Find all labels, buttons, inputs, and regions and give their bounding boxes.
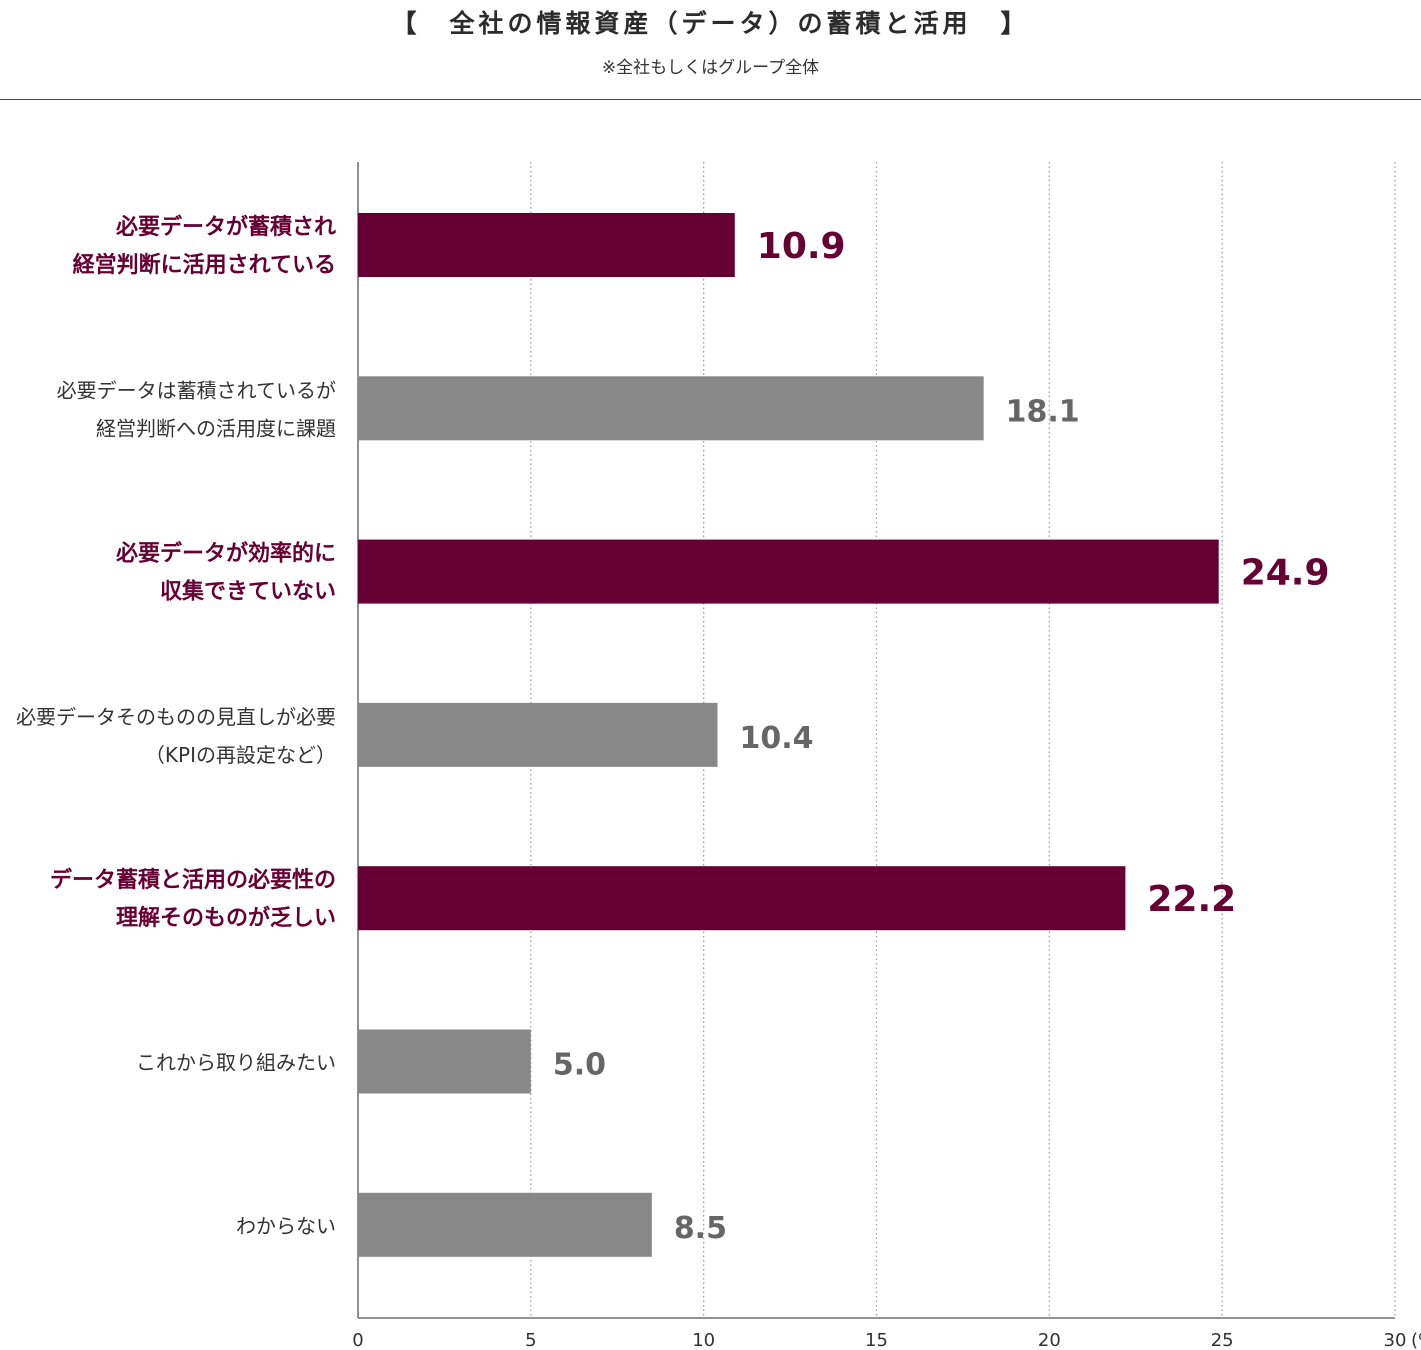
value-label-5: 22.2	[1147, 879, 1236, 920]
bar-4	[358, 702, 718, 767]
category-label-5-line-1: データ蓄積と活用の必要性の	[50, 867, 336, 893]
category-label-2-line-1: 必要データは蓄積されているが	[57, 378, 336, 402]
x-axis-unit: (%)	[1411, 1330, 1421, 1350]
x-tick-label-5: 5	[525, 1330, 536, 1350]
category-label-4-line-1: 必要データそのものの見直しが必要	[16, 705, 336, 729]
category-label-3-line-2: 収集できていない	[160, 579, 336, 605]
title-block: 【 全社の情報資産（データ）の蓄積と活用 】 ※全社もしくはグループ全体	[0, 0, 1421, 78]
bar-3	[358, 539, 1219, 604]
value-label-2: 18.1	[1006, 394, 1080, 429]
category-label-6-line-1: これから取り組みたい	[136, 1051, 336, 1075]
category-label-4-line-2: （KPIの再設定など）	[145, 743, 336, 767]
category-label-2-line-2: 経営判断への活用度に課題	[96, 416, 336, 440]
value-label-6: 5.0	[553, 1048, 606, 1083]
category-label-3-line-1: 必要データが効率的に	[116, 541, 336, 567]
bar-5	[358, 866, 1126, 931]
chart-subtitle: ※全社もしくはグループ全体	[601, 58, 820, 78]
value-label-7: 8.5	[674, 1211, 727, 1246]
bar-6	[358, 1029, 531, 1094]
value-label-4: 10.4	[739, 721, 813, 756]
value-label-3: 24.9	[1241, 553, 1330, 594]
x-tick-label-15: 15	[865, 1330, 888, 1350]
header-divider	[0, 99, 1421, 100]
bar-7	[358, 1192, 652, 1257]
x-tick-label-0: 0	[352, 1330, 363, 1350]
bar-1	[358, 213, 735, 277]
x-tick-label-10: 10	[692, 1330, 715, 1350]
chart-title: 【 全社の情報資産（データ）の蓄積と活用 】	[391, 9, 1030, 38]
x-tick-label-20: 20	[1038, 1330, 1061, 1350]
category-label-5-line-2: 理解そのものが乏しい	[116, 905, 336, 931]
bar-2	[358, 376, 984, 441]
category-label-7-line-1: わからない	[236, 1214, 336, 1238]
value-label-1: 10.9	[757, 226, 846, 267]
category-label-1-line-2: 経営判断に活用されている	[73, 252, 336, 278]
category-label-1-line-1: 必要データが蓄積され	[116, 214, 336, 240]
x-tick-label-25: 25	[1211, 1330, 1234, 1350]
x-tick-label-30: 30	[1384, 1330, 1407, 1350]
